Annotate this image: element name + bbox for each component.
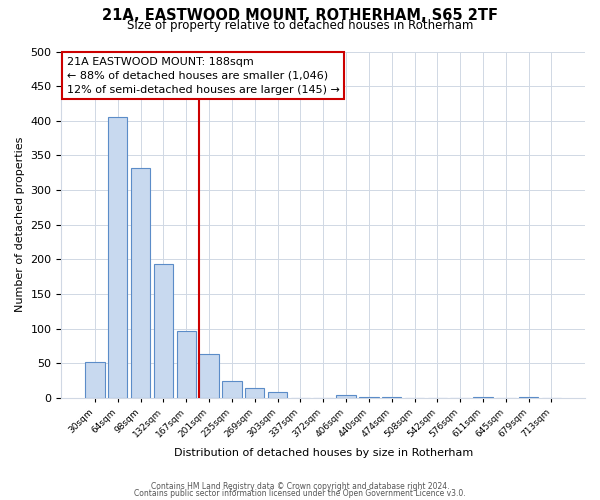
- Y-axis label: Number of detached properties: Number of detached properties: [15, 137, 25, 312]
- Bar: [245, 388, 265, 398]
- Bar: [108, 116, 127, 398]
- Text: 21A EASTWOOD MOUNT: 188sqm
← 88% of detached houses are smaller (1,046)
12% of s: 21A EASTWOOD MOUNT: 188sqm ← 88% of deta…: [67, 56, 340, 94]
- Text: Size of property relative to detached houses in Rotherham: Size of property relative to detached ho…: [127, 18, 473, 32]
- Text: 21A, EASTWOOD MOUNT, ROTHERHAM, S65 2TF: 21A, EASTWOOD MOUNT, ROTHERHAM, S65 2TF: [102, 8, 498, 22]
- Bar: [199, 354, 219, 398]
- Text: Contains public sector information licensed under the Open Government Licence v3: Contains public sector information licen…: [134, 489, 466, 498]
- Bar: [337, 394, 356, 398]
- X-axis label: Distribution of detached houses by size in Rotherham: Distribution of detached houses by size …: [173, 448, 473, 458]
- Bar: [222, 380, 242, 398]
- Bar: [359, 396, 379, 398]
- Bar: [268, 392, 287, 398]
- Bar: [176, 331, 196, 398]
- Text: Contains HM Land Registry data © Crown copyright and database right 2024.: Contains HM Land Registry data © Crown c…: [151, 482, 449, 491]
- Bar: [154, 264, 173, 398]
- Bar: [85, 362, 104, 398]
- Bar: [131, 168, 150, 398]
